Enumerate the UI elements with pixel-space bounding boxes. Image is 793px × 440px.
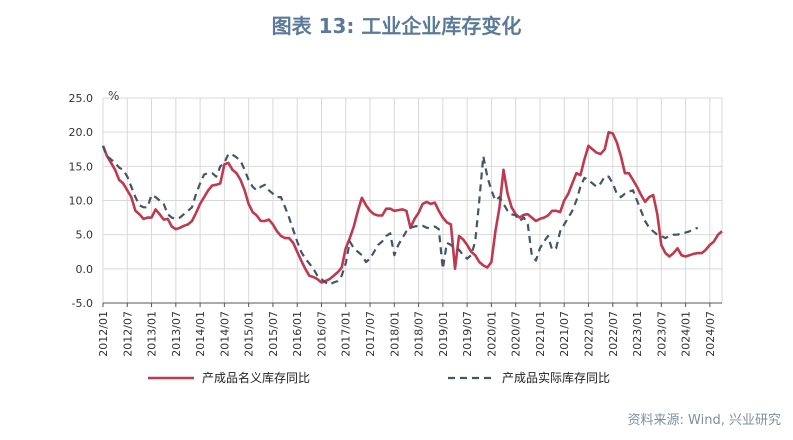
x-tick-label: 2014/07 — [218, 311, 231, 357]
y-tick-label: 5.0 — [76, 229, 94, 242]
x-tick-label: 2016/07 — [315, 311, 328, 357]
x-tick-label: 2024/01 — [680, 311, 693, 357]
x-tick-label: 2019/07 — [461, 311, 474, 357]
x-tick-label: 2020/07 — [510, 311, 523, 357]
x-tick-label: 2016/01 — [291, 311, 304, 357]
x-tick-label: 2013/01 — [146, 311, 159, 357]
source-note: 资料来源: Wind, 兴业研究 — [627, 413, 781, 428]
x-tick-label: 2021/01 — [534, 311, 547, 357]
x-tick-label: 2015/07 — [267, 311, 280, 357]
x-tick-label: 2024/07 — [704, 311, 717, 357]
x-tick-label: 2023/01 — [631, 311, 644, 357]
x-tick-label: 2019/01 — [437, 311, 450, 357]
y-tick-labels: 25.0 20.0 15.0 10.0 5.0 0.0 -5.0 — [69, 92, 94, 310]
x-tick-label: 2022/01 — [582, 311, 595, 357]
series-lines — [101, 130, 723, 286]
legend-label: 产成品实际库存同比 — [502, 370, 610, 385]
x-tick-labels: 2012/01 2012/07 2013/01 2013/07 2014/01 2014/… — [97, 311, 717, 357]
y-tick-label: 15.0 — [69, 160, 94, 173]
y-tick-label: 20.0 — [69, 126, 94, 139]
y-tick-label: 10.0 — [69, 195, 94, 208]
x-tick-label: 2020/01 — [485, 311, 498, 357]
series-line-nominal-inventory — [101, 130, 723, 284]
grid — [102, 97, 723, 304]
legend: 产成品名义库存同比 产成品实际库存同比 — [148, 370, 610, 385]
x-tick-label: 2017/07 — [364, 311, 377, 357]
y-tick-label: 25.0 — [69, 92, 94, 105]
x-tick-label: 2015/01 — [243, 311, 256, 357]
x-tick-label: 2013/07 — [170, 311, 183, 357]
chart-title: 图表 13: 工业企业库存变化 — [271, 14, 522, 38]
x-tick-label: 2018/07 — [413, 311, 426, 357]
x-tick-label: 2012/07 — [121, 311, 134, 357]
x-tick-label: 2021/07 — [558, 311, 571, 357]
y-tick-label: -5.0 — [72, 297, 93, 310]
x-tick-label: 2018/01 — [388, 311, 401, 357]
x-tick-label: 2012/01 — [97, 311, 110, 357]
y-tick-label: 0.0 — [76, 263, 94, 276]
x-axis — [102, 302, 722, 307]
x-tick-label: 2023/07 — [655, 311, 668, 357]
x-tick-label: 2017/01 — [340, 311, 353, 357]
y-axis-label: % — [108, 89, 119, 103]
series-line-real-inventory — [101, 145, 699, 286]
x-tick-label: 2014/01 — [194, 311, 207, 357]
legend-label: 产成品名义库存同比 — [202, 370, 310, 385]
x-tick-label: 2022/07 — [607, 311, 620, 357]
